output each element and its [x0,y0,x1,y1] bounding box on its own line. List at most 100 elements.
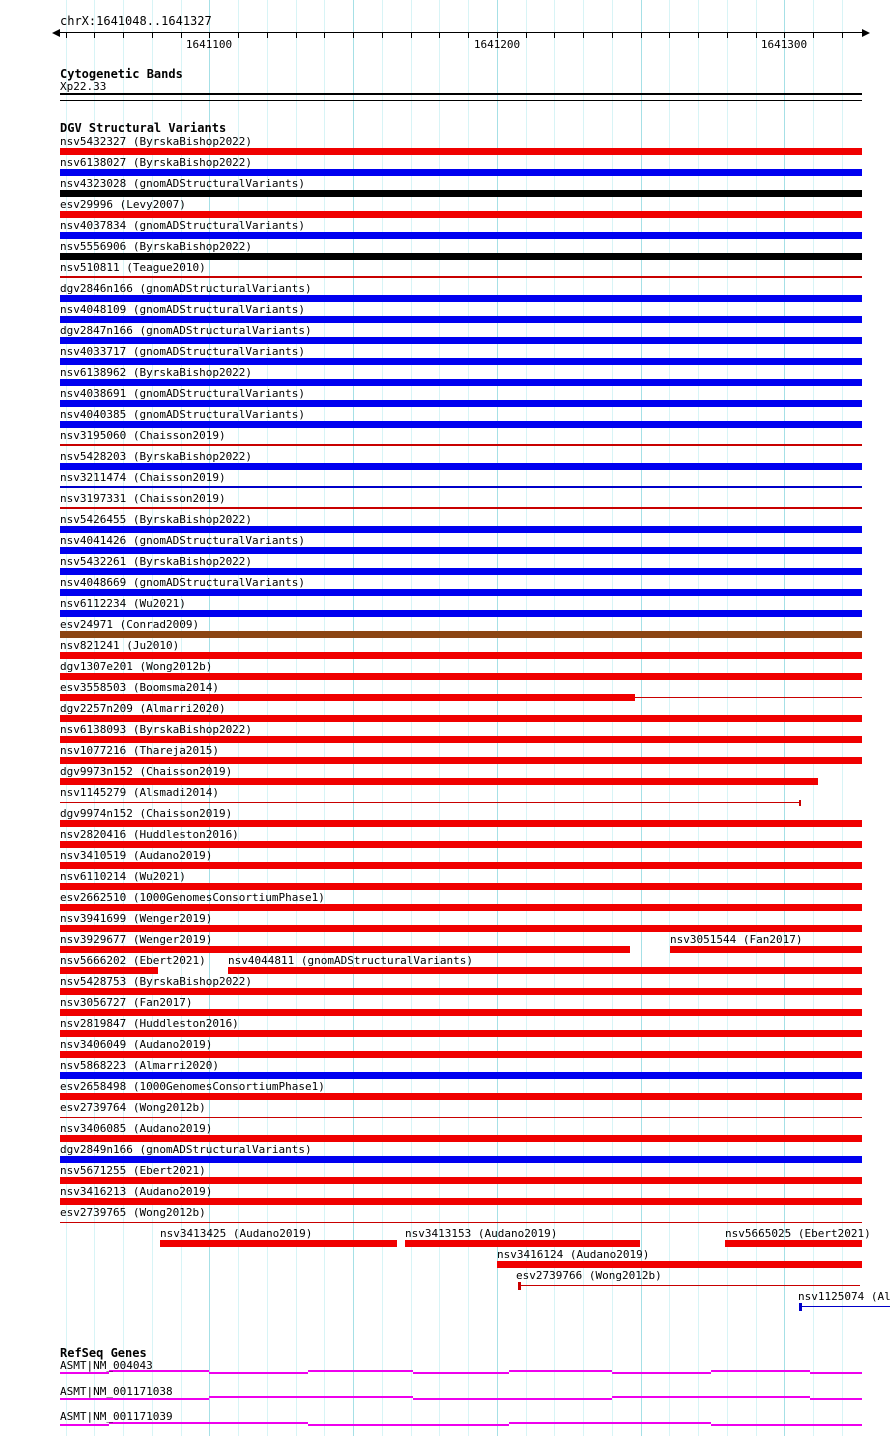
variant-bar[interactable] [60,652,862,659]
variant-label[interactable]: nsv4041426 (gnomADStructuralVariants) [60,534,306,547]
variant-bar[interactable] [60,820,862,827]
variant-label[interactable]: nsv4044811 (gnomADStructuralVariants) [228,954,474,967]
variant-bar[interactable] [60,883,862,890]
gene-line-segment[interactable] [60,1398,209,1400]
variant-label[interactable]: nsv3195060 (Chaisson2019) [60,429,226,442]
variant-bar[interactable] [670,946,862,953]
variant-bar[interactable] [60,694,635,701]
cytoband-bar-bottom[interactable] [60,100,862,101]
variant-label[interactable]: nsv4037834 (gnomADStructuralVariants) [60,219,306,232]
variant-bar[interactable] [60,988,862,995]
gene-line-segment[interactable] [60,1424,109,1426]
variant-label[interactable]: nsv2820416 (Huddleston2016) [60,828,239,841]
variant-label[interactable]: nsv4038691 (gnomADStructuralVariants) [60,387,306,400]
variant-bar[interactable] [60,589,862,596]
variant-bar[interactable] [60,715,862,722]
variant-label[interactable]: nsv4048669 (gnomADStructuralVariants) [60,576,306,589]
variant-bar[interactable] [160,1240,397,1247]
variant-label[interactable]: nsv5426455 (ByrskaBishop2022) [60,513,253,526]
variant-label[interactable]: dgv9974n152 (Chaisson2019) [60,807,233,820]
gene-line-segment[interactable] [711,1370,810,1372]
variant-bar[interactable] [60,925,862,932]
variant-bar[interactable] [60,1222,862,1223]
gene-label[interactable]: ASMT|NM_001171038 [60,1385,173,1398]
variant-label[interactable]: nsv3051544 (Fan2017) [670,933,803,946]
variant-bar[interactable] [60,253,862,260]
variant-bar[interactable] [60,379,862,386]
variant-label[interactable]: nsv3413425 (Audano2019) [160,1227,313,1240]
gene-line-segment[interactable] [810,1372,862,1374]
variant-bar-start-tick[interactable] [518,1282,521,1290]
variant-label[interactable]: nsv6110214 (Wu2021) [60,870,186,883]
variant-bar[interactable] [60,211,862,218]
gene-label[interactable]: ASMT|NM_004043 [60,1359,153,1372]
variant-label[interactable]: nsv5665025 (Ebert2021) [725,1227,871,1240]
variant-bar[interactable] [60,904,862,911]
cytoband-label[interactable]: Xp22.33 [60,80,107,93]
variant-label[interactable]: nsv5666202 (Ebert2021) [60,954,206,967]
variant-label[interactable]: nsv5671255 (Ebert2021) [60,1164,206,1177]
variant-bar[interactable] [60,486,862,488]
variant-label[interactable]: nsv3416124 (Audano2019) [497,1248,650,1261]
variant-bar[interactable] [60,1198,862,1205]
variant-bar[interactable] [60,295,862,302]
variant-label[interactable]: nsv4033717 (gnomADStructuralVariants) [60,345,306,358]
gene-line-segment[interactable] [509,1422,711,1424]
gene-line-segment[interactable] [209,1396,413,1398]
variant-label[interactable]: nsv5428753 (ByrskaBishop2022) [60,975,253,988]
variant-label[interactable]: nsv2819847 (Huddleston2016) [60,1017,239,1030]
variant-label[interactable]: nsv3211474 (Chaisson2019) [60,471,226,484]
variant-bar[interactable] [60,190,862,197]
variant-bar[interactable] [725,1240,862,1247]
variant-label[interactable]: nsv6138093 (ByrskaBishop2022) [60,723,253,736]
variant-bar[interactable] [60,631,862,638]
variant-label[interactable]: nsv6138962 (ByrskaBishop2022) [60,366,253,379]
variant-bar[interactable] [60,148,862,155]
variant-label[interactable]: dgv2849n166 (gnomADStructuralVariants) [60,1143,312,1156]
variant-bar[interactable] [60,862,862,869]
variant-bar[interactable] [60,232,862,239]
gene-line-segment[interactable] [612,1396,810,1398]
variant-bar[interactable] [60,463,862,470]
variant-label[interactable]: nsv1077216 (Thareja2015) [60,744,219,757]
variant-bar[interactable] [60,444,862,446]
variant-label[interactable]: nsv821241 (Ju2010) [60,639,180,652]
variant-bar[interactable] [60,526,862,533]
gene-line-segment[interactable] [413,1372,509,1374]
ruler-axis-line[interactable] [60,32,862,33]
variant-label[interactable]: nsv3406049 (Audano2019) [60,1038,213,1051]
gene-line-segment[interactable] [109,1370,209,1372]
variant-bar[interactable] [60,1093,862,1100]
variant-bar[interactable] [60,946,630,953]
variant-label[interactable]: esv29996 (Levy2007) [60,198,186,211]
variant-label[interactable]: nsv4048109 (gnomADStructuralVariants) [60,303,306,316]
variant-bar[interactable] [60,547,862,554]
variant-label[interactable]: nsv3416213 (Audano2019) [60,1185,213,1198]
variant-bar[interactable] [60,1030,862,1037]
variant-label[interactable]: nsv6138027 (ByrskaBishop2022) [60,156,253,169]
variant-bar[interactable] [60,337,862,344]
gene-line-segment[interactable] [612,1372,711,1374]
variant-bar[interactable] [60,316,862,323]
variant-label[interactable]: nsv3941699 (Wenger2019) [60,912,213,925]
variant-label[interactable]: nsv1125074 (Als [798,1290,890,1303]
variant-label[interactable]: nsv4323028 (gnomADStructuralVariants) [60,177,306,190]
gene-line-segment[interactable] [810,1398,862,1400]
gene-line-segment[interactable] [308,1370,413,1372]
variant-bar[interactable] [60,1135,862,1142]
variant-bar[interactable] [60,736,862,743]
variant-label[interactable]: dgv1307e201 (Wong2012b) [60,660,213,673]
gene-line-segment[interactable] [109,1422,308,1424]
variant-bar-start-tick[interactable] [799,1303,802,1311]
variant-label[interactable]: esv2662510 (1000GenomesConsortiumPhase1) [60,891,325,904]
variant-label[interactable]: esv24971 (Conrad2009) [60,618,200,631]
gene-line-segment[interactable] [711,1424,862,1426]
variant-label[interactable]: esv3558503 (Boomsma2014) [60,681,219,694]
variant-label[interactable]: dgv9973n152 (Chaisson2019) [60,765,233,778]
variant-label[interactable]: nsv3056727 (Fan2017) [60,996,193,1009]
variant-bar[interactable] [60,802,800,803]
variant-label[interactable]: nsv4040385 (gnomADStructuralVariants) [60,408,306,421]
variant-label[interactable]: nsv510811 (Teague2010) [60,261,206,274]
variant-label[interactable]: nsv3410519 (Audano2019) [60,849,213,862]
variant-label[interactable]: nsv5428203 (ByrskaBishop2022) [60,450,253,463]
